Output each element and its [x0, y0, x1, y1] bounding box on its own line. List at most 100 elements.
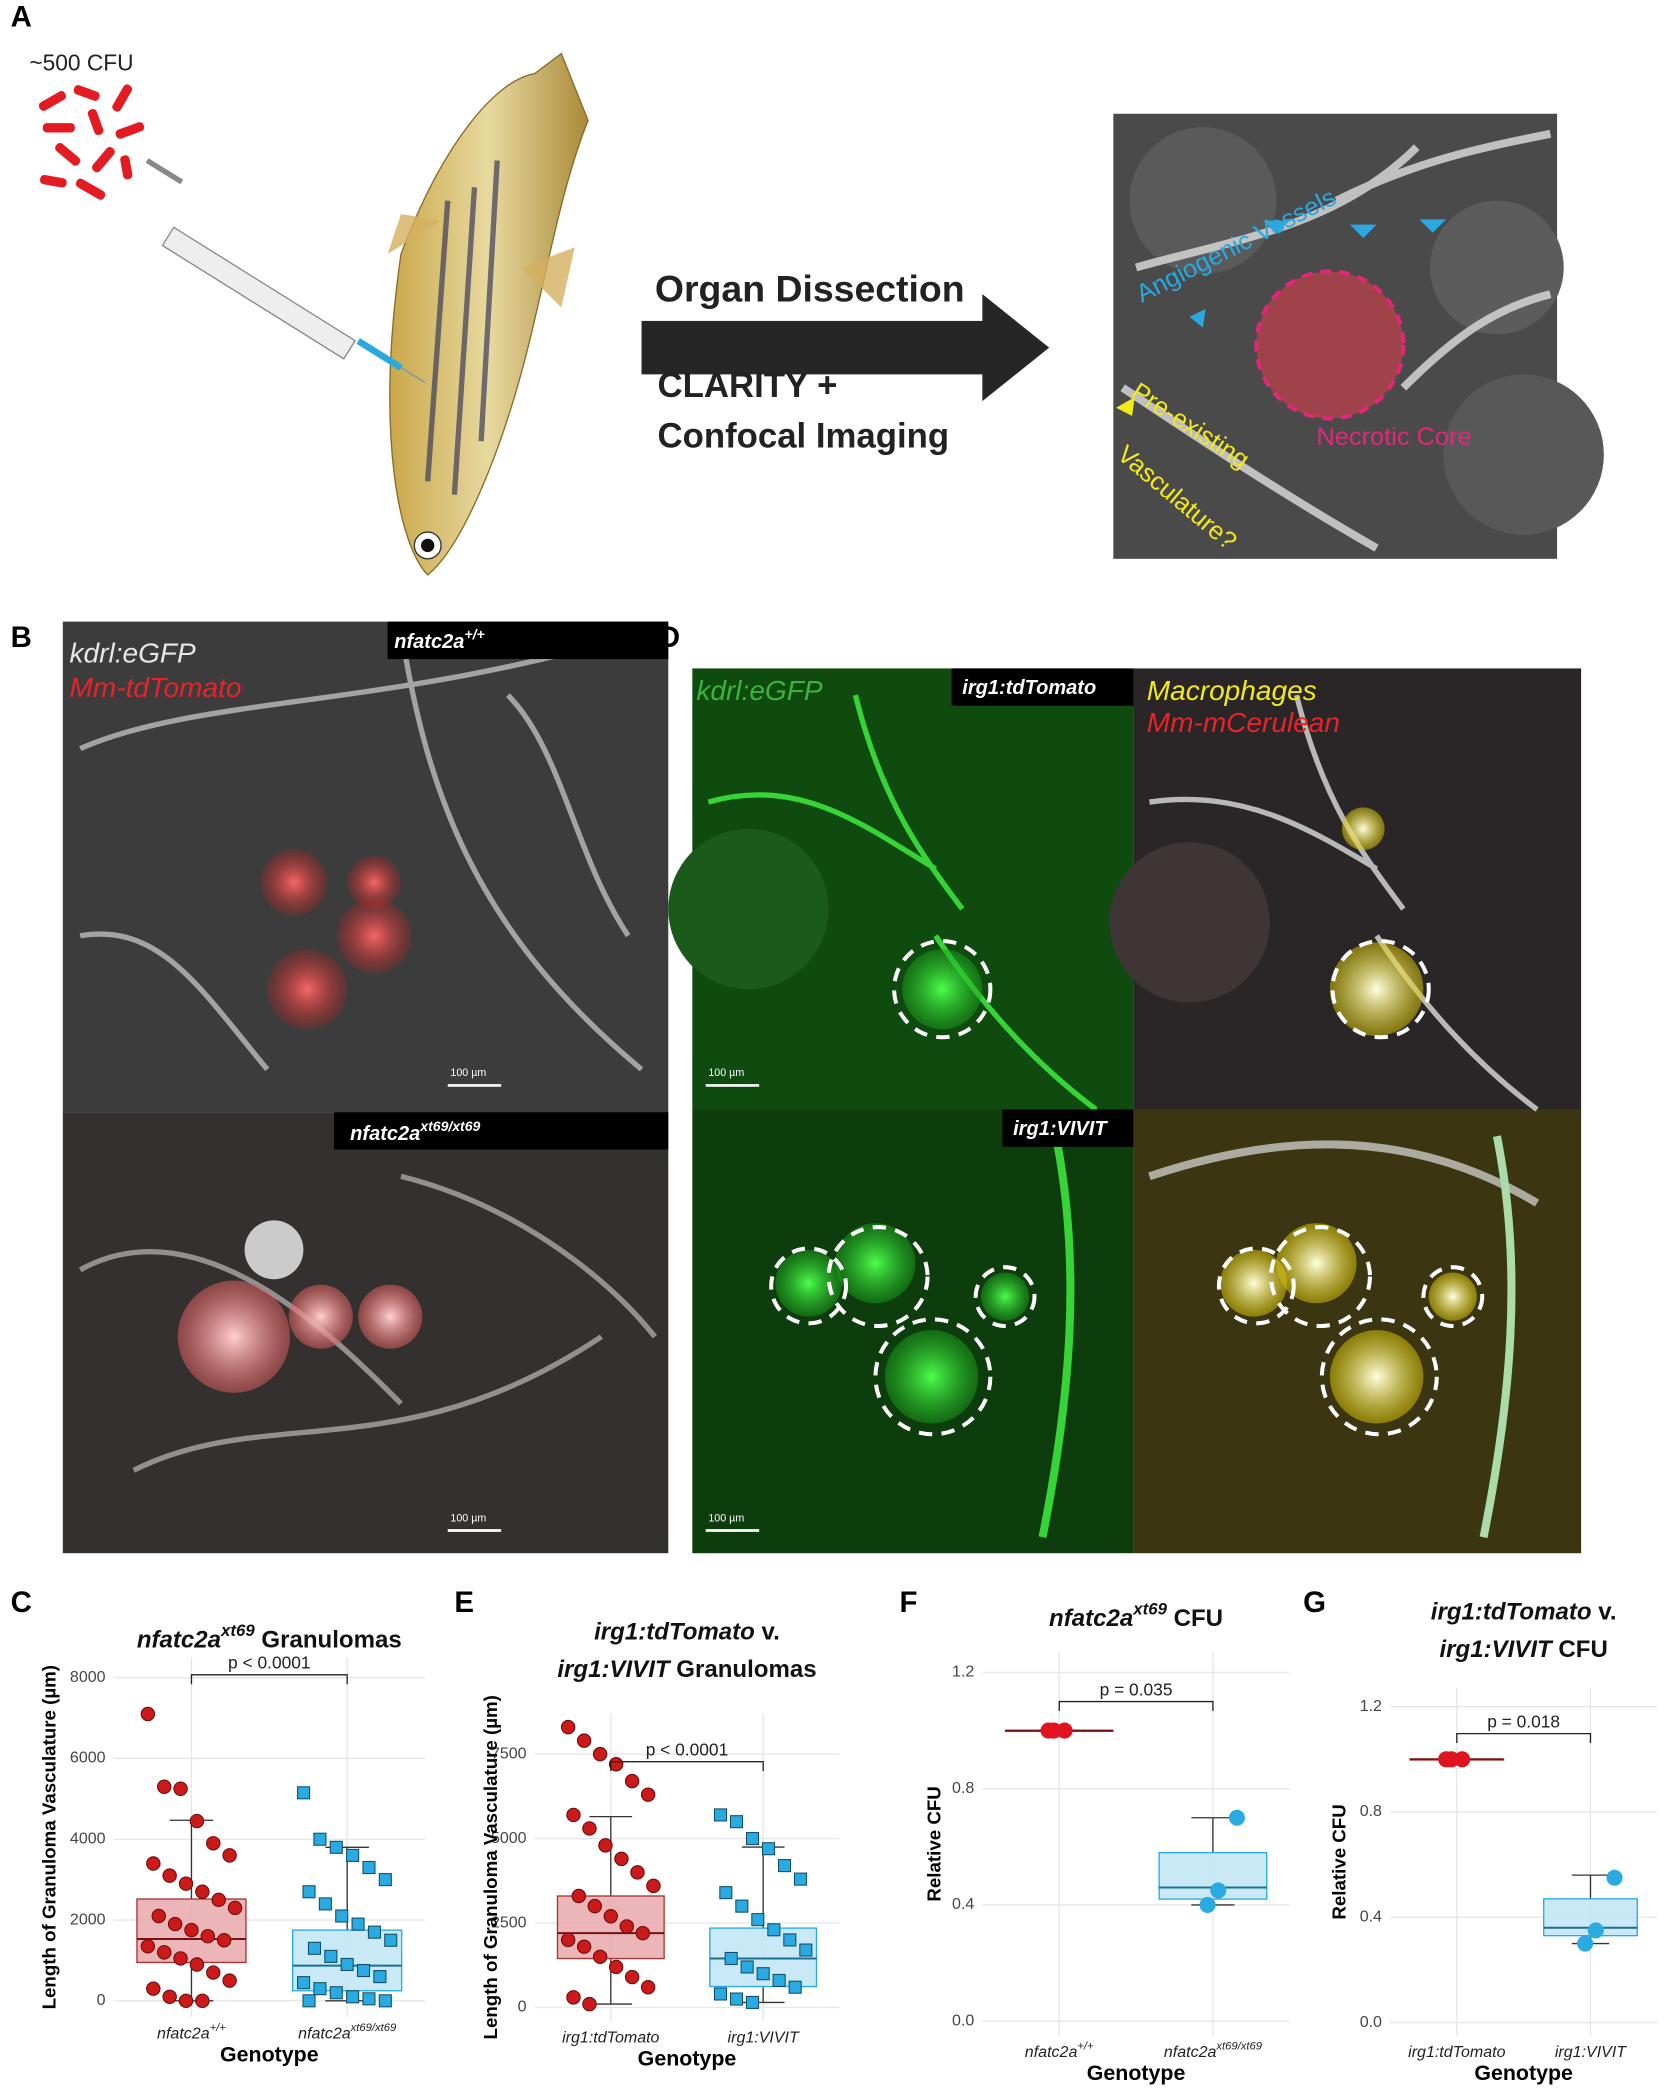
x-tick-label: irg1:VIVIT — [1555, 2043, 1627, 2061]
point — [630, 1865, 645, 1880]
y-tick-label: 7500 — [491, 1744, 527, 1762]
step-label: Confocal Imaging — [658, 418, 950, 456]
chart-title-part: Granulomas — [670, 1656, 817, 1683]
point — [227, 1900, 243, 1916]
point — [729, 1815, 744, 1829]
chart-title: irg1:tdTomato v. — [1431, 1599, 1617, 1626]
x-axis-label: Genotype — [638, 2046, 737, 2070]
point — [335, 1909, 349, 1923]
point — [729, 1992, 744, 2006]
point — [635, 1925, 651, 1941]
point — [351, 1917, 365, 1931]
point — [167, 1916, 183, 1932]
y-tick-label: 0 — [97, 1991, 106, 2009]
point — [582, 1996, 597, 2012]
y-axis-label: Relative CFU — [1328, 1804, 1349, 1919]
photo-b — [62, 621, 669, 1554]
chart-title-part: nfatc2a — [137, 1627, 221, 1654]
y-tick-label: 0.0 — [952, 2011, 974, 2029]
chart-title-part: xt69 — [1132, 1600, 1167, 1619]
point — [367, 1925, 381, 1939]
y-tick-label: 0.8 — [1360, 1802, 1382, 1820]
point — [1587, 1922, 1604, 1939]
point — [178, 1876, 194, 1891]
point — [297, 1786, 311, 1800]
x-axis-label: Genotype — [220, 2042, 319, 2066]
channel-label: kdrl:eGFP — [696, 675, 823, 706]
x-tick-label: nfatc2axt69/xt69 — [298, 2022, 397, 2043]
x-tick-label-part: irg1:tdTomato — [1408, 2043, 1505, 2061]
point — [140, 1939, 156, 1954]
inoculum-label: ~500 CFU — [29, 49, 133, 75]
point — [624, 1969, 640, 1985]
point — [571, 1888, 587, 1904]
x-tick-label-part: nfatc2a — [157, 2025, 210, 2043]
y-tick-label: 0.4 — [952, 1895, 974, 1913]
chart-title-part: irg1:VIVIT — [1439, 1636, 1554, 1663]
box — [556, 1895, 665, 1960]
genotype-label-part: nfatc2a — [350, 1123, 420, 1145]
point — [713, 1987, 728, 2001]
point — [362, 1992, 376, 2006]
panel-label: B — [11, 621, 32, 654]
channel-label: Mm-mCerulean — [1147, 707, 1340, 738]
point — [745, 1832, 760, 1846]
x-tick-label: nfatc2a+/+ — [157, 2022, 226, 2043]
point — [346, 1848, 360, 1862]
channel-label: kdrl:eGFP — [70, 637, 197, 668]
point — [222, 1848, 237, 1863]
genotype-label-part: xt69/xt69 — [419, 1118, 480, 1134]
genotype-label: irg1:VIVIT — [1013, 1118, 1108, 1140]
chart-title-part: v. — [1592, 1599, 1617, 1626]
point — [560, 1932, 576, 1948]
point — [189, 1813, 205, 1829]
point — [582, 1821, 597, 1836]
x-tick-label-part: irg1:VIVIT — [728, 2029, 800, 2047]
panel-label: A — [11, 1, 32, 34]
point — [178, 1993, 194, 2009]
chart-title-part: irg1:VIVIT — [557, 1656, 672, 1683]
x-tick-label-part: nfatc2a — [298, 2025, 351, 2043]
y-tick-label: 1.2 — [952, 1663, 974, 1681]
point — [1199, 1896, 1216, 1913]
point — [1577, 1935, 1594, 1952]
point — [745, 1995, 760, 2009]
point — [1210, 1882, 1227, 1899]
point — [189, 1957, 205, 1972]
point — [756, 1967, 770, 1981]
point — [302, 1885, 316, 1899]
significance-bracket — [190, 1674, 348, 1685]
y-tick-label: 2000 — [70, 1910, 106, 1928]
y-axis-label: Length of Granuloma Vasculature (µm) — [480, 1695, 501, 2039]
point — [646, 1878, 661, 1894]
chart-title: irg1:VIVIT CFU — [1439, 1636, 1607, 1663]
chart-title-part: nfatc2a — [1049, 1605, 1133, 1632]
significance-bracket — [1456, 1732, 1592, 1743]
point — [624, 1773, 640, 1789]
chart-title: nfatc2axt69 CFU — [1049, 1600, 1223, 1633]
point — [151, 1908, 166, 1924]
point — [146, 1856, 161, 1871]
y-tick-label: 2500 — [491, 1913, 527, 1931]
point — [592, 1949, 608, 1965]
y-axis-label: Relative CFU — [924, 1786, 945, 1901]
panel-label: G — [1303, 1586, 1326, 1619]
x-tick-label: irg1:tdTomato — [562, 2029, 659, 2047]
point — [767, 1923, 781, 1937]
point — [560, 1719, 576, 1735]
panel-label: E — [454, 1586, 474, 1619]
point — [297, 1976, 311, 1990]
x-tick-label: irg1:tdTomato — [1408, 2043, 1505, 2061]
x-tick-label-part: irg1:tdTomato — [562, 2029, 659, 2047]
genotype-label: nfatc2axt69/xt69 — [350, 1118, 480, 1146]
bacteria — [38, 84, 145, 200]
point — [307, 1941, 322, 1955]
genotype-label: irg1:tdTomato — [962, 677, 1096, 699]
genotype-label-part: nfatc2a — [394, 631, 464, 653]
point — [772, 1973, 786, 1988]
chart-title: irg1:tdTomato v. — [594, 1619, 780, 1646]
x-axis-label: Genotype — [1087, 2061, 1186, 2085]
point — [614, 1851, 629, 1867]
chart-title-part: v. — [755, 1619, 780, 1646]
point — [619, 1919, 635, 1934]
